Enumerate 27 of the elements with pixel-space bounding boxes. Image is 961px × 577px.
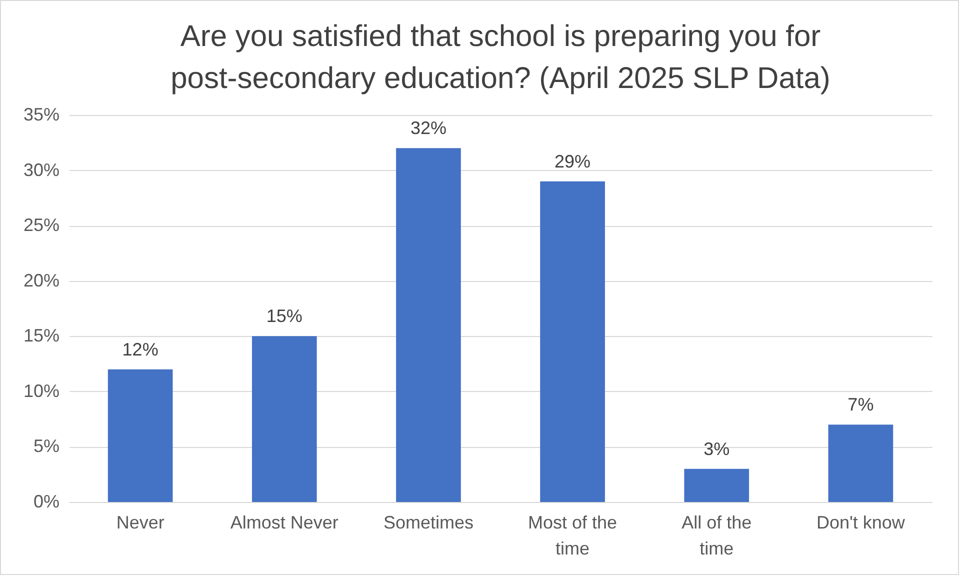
x-tick-label: Never	[116, 512, 164, 532]
y-tick-label: 20%	[23, 270, 60, 290]
data-label: 32%	[410, 118, 446, 138]
data-label: 7%	[848, 394, 874, 415]
data-label: 29%	[554, 151, 591, 172]
bar	[540, 181, 605, 502]
x-tick-label: Sometimes	[383, 512, 474, 532]
y-tick-label: 15%	[23, 326, 60, 346]
y-tick-label: 35%	[23, 104, 60, 124]
x-tick-label: Most of the time	[528, 512, 618, 558]
x-tick-label: Almost Never	[230, 512, 338, 532]
chart-title: Are you satisfied that school is preparing you for post-secondary education? (April 2025 SLP Data)	[170, 20, 830, 95]
y-tick-label: 10%	[23, 380, 60, 401]
data-label: 15%	[266, 306, 302, 326]
x-tick-label: Don't know	[816, 512, 906, 532]
bar	[828, 424, 894, 502]
y-tick-label: 30%	[23, 160, 60, 180]
data-label: 3%	[704, 438, 730, 459]
bar	[108, 369, 173, 502]
bar	[252, 336, 317, 502]
x-tick-label: All of the time	[682, 512, 752, 558]
y-tick-label: 5%	[33, 436, 60, 456]
y-tick-label: 25%	[23, 215, 60, 236]
bar	[396, 148, 461, 502]
y-tick-label: 0%	[33, 492, 60, 512]
bar	[684, 468, 750, 502]
data-label: 12%	[122, 339, 158, 360]
